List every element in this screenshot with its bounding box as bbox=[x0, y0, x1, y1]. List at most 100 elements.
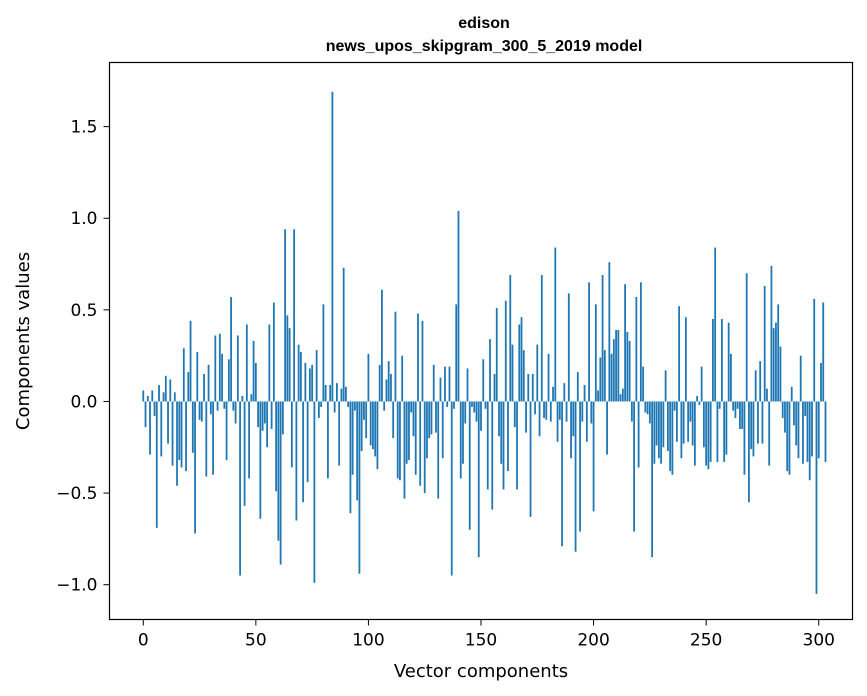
bar-component-211 bbox=[617, 330, 620, 402]
bar-component-19 bbox=[185, 401, 187, 472]
bar-component-37 bbox=[225, 401, 228, 461]
bar-component-55 bbox=[266, 401, 269, 448]
bar-component-143 bbox=[464, 401, 467, 424]
bar-component-93 bbox=[351, 401, 354, 475]
bar-component-164 bbox=[511, 344, 514, 402]
bar-component-102 bbox=[372, 401, 374, 450]
bar-component-251 bbox=[707, 401, 710, 470]
bar-component-150 bbox=[480, 401, 482, 431]
bar-component-64 bbox=[286, 315, 289, 402]
bar-component-188 bbox=[565, 401, 568, 422]
bar-component-209 bbox=[612, 339, 615, 402]
y-tick-label: 1.0 bbox=[70, 209, 97, 229]
bar-component-9 bbox=[162, 392, 165, 402]
bar-component-183 bbox=[554, 247, 557, 402]
bar-component-44 bbox=[241, 395, 244, 402]
bar-component-283 bbox=[779, 346, 782, 402]
bar-component-267 bbox=[743, 401, 746, 475]
bar-component-147 bbox=[473, 401, 476, 413]
bar-component-145 bbox=[468, 401, 471, 530]
bar-component-115 bbox=[401, 355, 404, 402]
bar-component-69 bbox=[297, 344, 300, 402]
bar-component-228 bbox=[655, 401, 658, 446]
bar-component-279 bbox=[770, 265, 773, 402]
bar-component-235 bbox=[671, 401, 674, 475]
bar-component-4 bbox=[151, 390, 154, 402]
bar-component-13 bbox=[171, 401, 174, 466]
bar-component-149 bbox=[477, 401, 480, 558]
bar-component-206 bbox=[606, 401, 608, 455]
x-axis-label: Vector components bbox=[394, 661, 568, 682]
bar-component-133 bbox=[441, 401, 444, 459]
bar-component-296 bbox=[808, 401, 811, 481]
bar-component-255 bbox=[716, 401, 719, 462]
bar-component-241 bbox=[684, 317, 687, 402]
bar-component-204 bbox=[601, 275, 604, 402]
bar-component-266 bbox=[741, 401, 744, 429]
bar-component-20 bbox=[187, 372, 190, 402]
bar-component-201 bbox=[594, 304, 597, 402]
x-tick-label: 0 bbox=[138, 631, 149, 651]
bar-component-215 bbox=[626, 331, 629, 402]
bar-component-221 bbox=[639, 282, 642, 402]
bar-component-26 bbox=[200, 401, 203, 422]
bar-component-90 bbox=[345, 386, 347, 402]
bar-component-32 bbox=[214, 335, 217, 402]
bar-component-258 bbox=[723, 401, 726, 462]
bar-component-189 bbox=[567, 293, 570, 402]
bar-component-117 bbox=[405, 401, 408, 464]
chart-subtitle: news_upos_skipgram_300_5_2019 model bbox=[326, 38, 643, 55]
x-tick-label: 250 bbox=[690, 631, 722, 651]
bar-component-229 bbox=[657, 401, 660, 459]
bar-component-57 bbox=[270, 401, 273, 429]
bar-component-171 bbox=[527, 373, 530, 402]
bar-component-269 bbox=[748, 401, 750, 503]
bar-component-250 bbox=[705, 401, 708, 466]
bar-component-219 bbox=[635, 297, 638, 402]
bar-component-281 bbox=[775, 322, 777, 402]
bar-component-128 bbox=[430, 401, 433, 435]
bar-component-51 bbox=[257, 401, 259, 428]
bar-component-43 bbox=[239, 401, 241, 576]
bar-component-254 bbox=[714, 247, 717, 402]
bar-component-35 bbox=[221, 353, 223, 402]
y-axis-ticks: −1.0 −0.5 0.0 0.5 1.0 1.5 bbox=[56, 118, 110, 596]
bar-component-223 bbox=[644, 401, 647, 413]
bar-component-89 bbox=[342, 267, 345, 402]
bar-component-88 bbox=[340, 388, 343, 402]
bar-component-167 bbox=[518, 324, 521, 402]
bar-component-233 bbox=[666, 401, 669, 451]
bar-component-303 bbox=[824, 401, 827, 462]
bar-component-135 bbox=[446, 401, 449, 407]
bar-component-277 bbox=[766, 388, 768, 402]
bar-component-77 bbox=[315, 350, 318, 402]
bar-component-30 bbox=[209, 401, 212, 415]
bar-component-71 bbox=[302, 401, 305, 503]
bar-component-118 bbox=[408, 401, 410, 461]
bar-component-141 bbox=[459, 401, 462, 479]
bar-component-263 bbox=[734, 401, 737, 418]
bar-component-122 bbox=[417, 313, 419, 402]
bar-component-124 bbox=[421, 320, 424, 402]
bar-component-195 bbox=[581, 401, 584, 422]
bar-component-148 bbox=[475, 401, 478, 422]
bar-component-11 bbox=[167, 401, 169, 444]
bar-component-222 bbox=[642, 366, 645, 402]
bar-component-162 bbox=[507, 401, 509, 472]
bar-component-246 bbox=[696, 395, 699, 402]
bar-component-10 bbox=[164, 375, 167, 402]
bar-component-107 bbox=[383, 401, 386, 411]
bar-component-76 bbox=[313, 401, 316, 583]
bar-component-159 bbox=[500, 401, 503, 464]
bar-component-1 bbox=[144, 401, 147, 428]
bar-component-218 bbox=[633, 401, 635, 532]
bar-component-230 bbox=[660, 401, 663, 464]
bar-component-297 bbox=[811, 401, 813, 457]
bar-component-123 bbox=[419, 401, 422, 486]
bar-component-257 bbox=[721, 319, 723, 402]
bar-component-130 bbox=[435, 401, 437, 433]
bar-component-21 bbox=[189, 320, 192, 402]
bar-component-58 bbox=[272, 302, 275, 402]
y-tick-label: 1.5 bbox=[70, 118, 97, 138]
